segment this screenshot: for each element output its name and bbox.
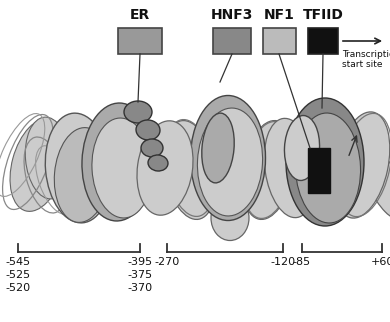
Text: -375: -375 [128,270,152,280]
Ellipse shape [286,98,364,226]
Text: -545: -545 [5,257,30,267]
Ellipse shape [334,112,390,218]
Text: ER: ER [130,8,150,22]
Ellipse shape [10,118,66,211]
Ellipse shape [211,195,249,241]
Ellipse shape [45,113,111,223]
Ellipse shape [197,108,262,216]
Ellipse shape [137,121,193,215]
Bar [213,28,251,54]
Ellipse shape [124,101,152,123]
Bar [308,148,330,193]
Ellipse shape [92,118,152,218]
Bar [308,28,338,54]
Text: TFIID: TFIID [303,8,344,22]
Ellipse shape [296,113,360,223]
Text: -370: -370 [128,283,152,293]
Bar [118,28,162,54]
Text: HNF3: HNF3 [211,8,253,22]
Text: -270: -270 [154,257,180,267]
Ellipse shape [54,128,110,223]
Ellipse shape [264,118,316,218]
Bar [263,28,296,54]
Ellipse shape [148,155,168,171]
Ellipse shape [136,120,160,140]
Text: -525: -525 [5,270,30,280]
Text: NF1: NF1 [264,8,294,22]
Ellipse shape [242,120,294,219]
Ellipse shape [360,141,390,219]
Ellipse shape [25,117,71,199]
Ellipse shape [202,113,234,183]
Ellipse shape [164,120,216,219]
Text: +60: +60 [370,257,390,267]
Ellipse shape [284,116,319,180]
Text: -395: -395 [128,257,152,267]
Ellipse shape [141,139,163,157]
Ellipse shape [82,103,154,221]
Ellipse shape [190,96,266,221]
Text: -520: -520 [5,283,30,293]
Text: -85: -85 [293,257,311,267]
Text: -120: -120 [270,257,296,267]
Text: Transcription
start site: Transcription start site [342,50,390,70]
